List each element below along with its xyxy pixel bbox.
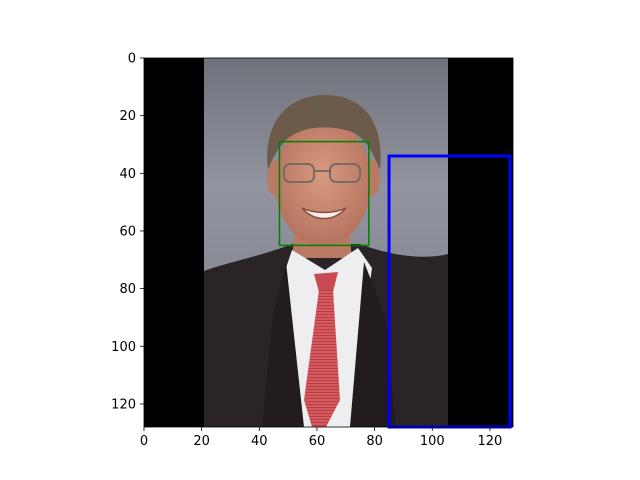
mouth: [301, 207, 347, 220]
x-tick-label: 120: [478, 434, 503, 449]
photo: [144, 58, 513, 427]
y-tick-label: 120: [111, 397, 136, 412]
lapel-right: [350, 262, 396, 427]
x-tick-label: 0: [140, 434, 148, 449]
y-tick-label: 80: [119, 282, 136, 297]
x-axis: 0 20 40 60 80 100 120: [140, 427, 502, 449]
left-black-border: [144, 58, 204, 427]
y-axis: 0 20 40 60 80 100 120: [111, 52, 144, 412]
face-box: [278, 140, 370, 247]
y-tick-label: 100: [111, 340, 136, 355]
x-tick-label: 80: [366, 434, 383, 449]
tie: [304, 290, 340, 427]
y-tick-label: 20: [119, 109, 136, 124]
right-black-border: [448, 58, 513, 427]
x-tick-label: 60: [309, 434, 326, 449]
hair: [267, 95, 381, 170]
tie-knot: [314, 272, 338, 292]
y-tick-label: 40: [119, 167, 136, 182]
x-tick-label: 20: [193, 434, 210, 449]
y-tick-label: 0: [128, 52, 136, 67]
axes-frame: [143, 57, 514, 428]
glasses: [283, 163, 361, 183]
y-tick-label: 60: [119, 224, 136, 239]
lapel-left: [262, 262, 304, 427]
x-tick-label: 100: [420, 434, 445, 449]
face: [275, 118, 371, 246]
x-tick-label: 40: [251, 434, 268, 449]
